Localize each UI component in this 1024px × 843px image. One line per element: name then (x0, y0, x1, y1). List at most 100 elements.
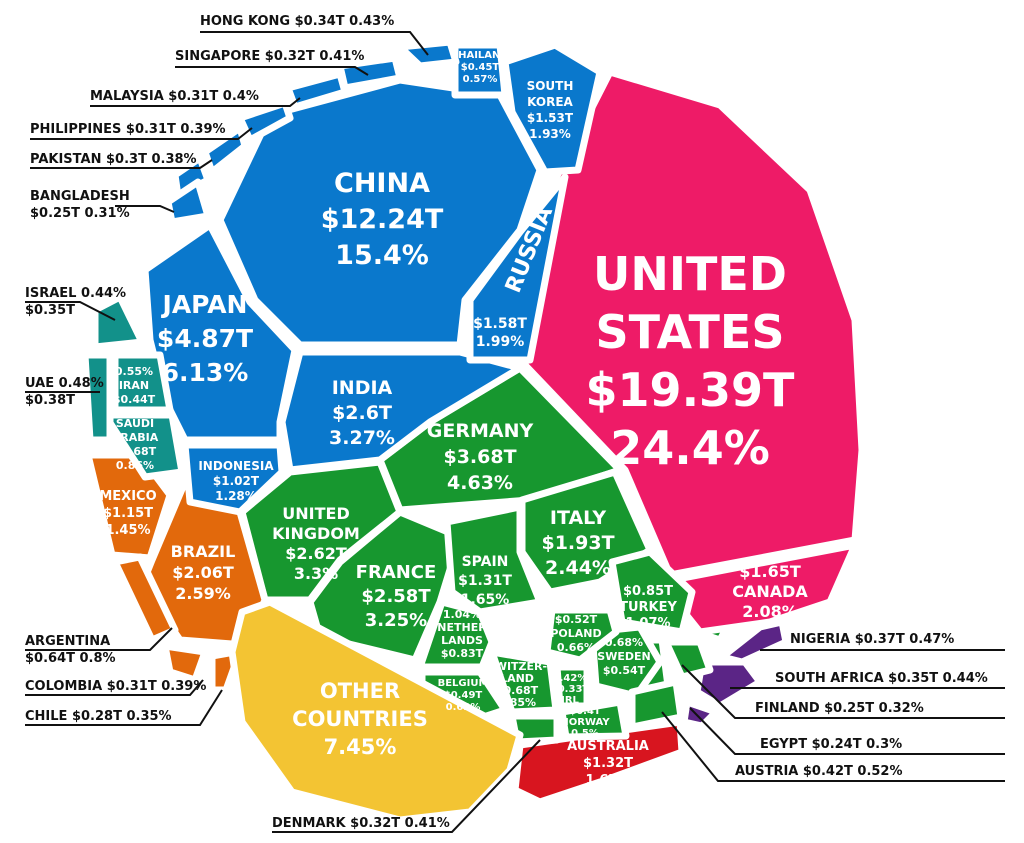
cell-netherlands (416, 598, 496, 671)
leader-lines-layer (25, 31, 1005, 833)
cell-label-japan: $4.87T (157, 324, 253, 353)
cell-label-sweden: 0.68% (605, 636, 643, 649)
cell-label-ireland: $0.33T (551, 684, 590, 695)
cell-label-italy: ITALY (550, 507, 606, 529)
cell-label-netherlands: $0.83T (441, 647, 484, 660)
cell-label-thailand: $0.45T (461, 62, 500, 73)
cell-label-sweden: SWEDEN (597, 650, 650, 663)
cell-label-canada: CANADA (732, 582, 808, 601)
cell-label-saudi: $0.68T (114, 445, 157, 458)
cell-label-netherlands: 1.04% (443, 608, 481, 621)
cell-label-china: CHINA (334, 168, 430, 199)
cell-label-germany: $3.68T (443, 446, 516, 468)
cell-colombia (161, 642, 209, 684)
cell-label-norway: NORWAY (560, 717, 610, 728)
cell-label-brazil: BRAZIL (171, 542, 236, 561)
cell-label-belgium: 0.62% (446, 702, 481, 713)
label-iran: 0.55%IRAN$0.44T (113, 365, 156, 406)
cell-label-russia: 1.99% (476, 334, 525, 350)
cell-label-china: 15.4% (335, 240, 429, 271)
callout-label-hong_kong: HONG KONG $0.34T 0.43% (200, 14, 394, 29)
cell-label-poland: POLAND (550, 627, 601, 640)
cell-malaysia (284, 70, 349, 111)
callout-label-singapore: SINGAPORE $0.32T 0.41% (175, 49, 364, 64)
cell-label-france: $2.58T (361, 586, 431, 607)
cell-label-turkey: TURKEY (619, 600, 677, 615)
cell-nigeria (718, 618, 790, 666)
cell-label-switzerland: LAND (500, 672, 534, 685)
cell-norway (558, 698, 630, 741)
leader-line-chile (25, 689, 223, 726)
cell-label-saudi: 0.86% (116, 459, 154, 472)
cell-bangladesh (164, 178, 212, 226)
cell-label-brazil: 2.59% (175, 584, 231, 603)
cell-uae (81, 351, 114, 444)
cell-label-uk: 3.3% (294, 564, 338, 583)
cell-label-saudi: SAUDI (116, 417, 154, 430)
callout-label-argentina: $0.64T 0.8% (25, 651, 116, 666)
callout-label-uae: $0.38T (25, 393, 75, 408)
cell-label-sweden: $0.54T (603, 664, 646, 677)
cell-label-indonesia: 1.28% (215, 489, 257, 503)
cell-label-norway: 0.5% (571, 728, 599, 739)
cell-label-spain: SPAIN (462, 554, 509, 570)
cell-austria (628, 678, 685, 731)
cell-label-belgium: BELGIUM (438, 678, 489, 689)
cell-label-iran: IRAN (119, 379, 149, 392)
cell-label-netherlands: NETHER (437, 621, 487, 634)
cell-label-iran: $0.44T (113, 393, 156, 406)
label-other: OTHER COUNTRIES 7.45% (292, 679, 428, 759)
cell-label-italy: 2.44% (545, 557, 611, 579)
callout-label-israel: $0.35T (25, 303, 75, 318)
cell-iran (111, 351, 174, 414)
label-germany: GERMANY $3.68T 4.63% (427, 420, 534, 494)
cell-label-thailand: 0.57% (463, 74, 498, 85)
callout-label-bangladesh: BANGLADESH (30, 189, 130, 204)
callout-label-nigeria: NIGERIA $0.37T 0.47% (790, 632, 954, 647)
cell-argentina (111, 553, 179, 644)
cell-egypt (680, 698, 720, 730)
callout-label-pakistan: PAKISTAN $0.3T 0.38% (30, 152, 197, 167)
cell-label-japan: 6.13% (162, 358, 249, 387)
cell-label-canada: $1.65T (739, 562, 801, 581)
cell-finland (662, 638, 714, 681)
cell-label-india: INDIA (332, 377, 393, 399)
leader-line-pakistan (30, 159, 213, 169)
cell-label-saudi: ARABIA (112, 431, 159, 444)
cell-saudi (101, 411, 186, 481)
label-china: CHINA $12.24T 15.4% (321, 168, 444, 271)
cell-label-russia: $1.58T (473, 316, 527, 332)
cell-label-china: $12.24T (321, 204, 444, 235)
cell-turkey (608, 548, 696, 636)
callout-label-egypt: EGYPT $0.24T 0.3% (760, 737, 902, 752)
callout-label-argentina: ARGENTINA (25, 634, 110, 649)
cell-label-turkey: 1.07% (625, 616, 670, 631)
cell-label-switzerland: $0.68T (496, 684, 539, 697)
label-brazil: BRAZIL $2.06T 2.59% (171, 542, 236, 603)
cell-label-canada: 2.08% (742, 602, 798, 621)
cell-label-australia: $1.32T (583, 756, 633, 771)
cell-label-france: 3.25% (365, 610, 427, 631)
cell-label-mexico: 1.45% (105, 523, 150, 538)
cell-label-turkey: $0.85T (623, 584, 673, 599)
leader-line-finland (681, 664, 1005, 719)
cell-label-south_korea: 1.93% (529, 127, 571, 141)
label-australia: AUSTRALIA $1.32T 1.67% (567, 739, 649, 788)
callout-label-uae: UAE 0.48% (25, 376, 104, 391)
cell-label-poland: 0.66% (557, 641, 595, 654)
leader-line-colombia (25, 679, 204, 696)
cell-poland (543, 606, 620, 664)
cell-label-ireland: 0.42% (553, 673, 588, 684)
cell-label-indonesia: INDONESIA (198, 459, 274, 473)
callout-label-finland: FINLAND $0.25T 0.32% (755, 701, 924, 716)
cell-label-switzerland: SWITZER- (487, 660, 547, 673)
